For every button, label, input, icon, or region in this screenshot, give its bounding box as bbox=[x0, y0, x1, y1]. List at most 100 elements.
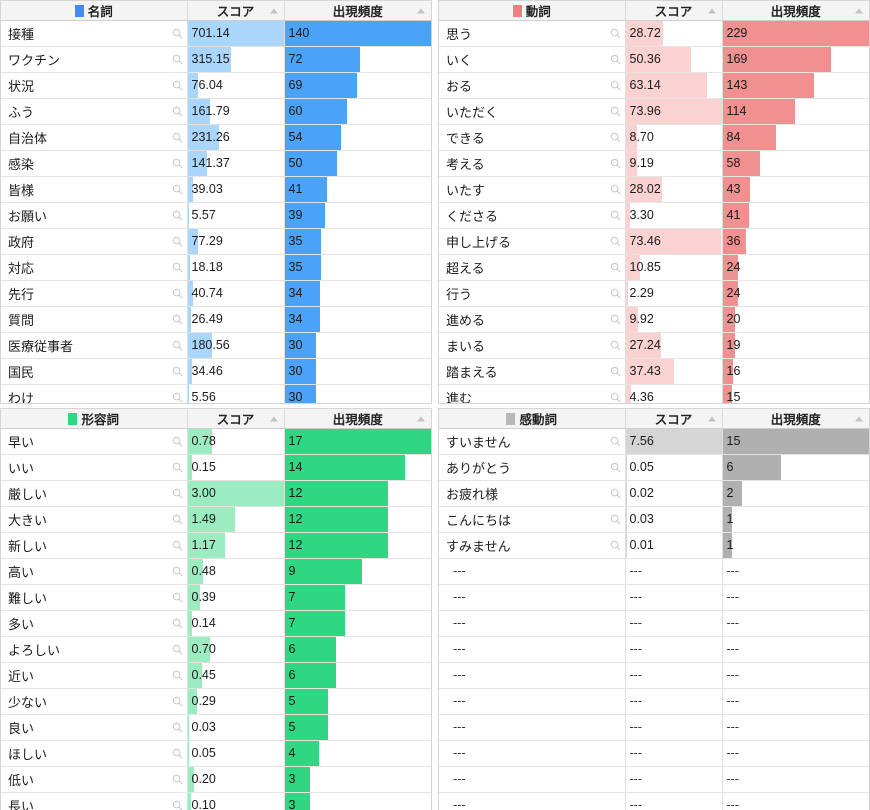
search-icon[interactable] bbox=[169, 307, 187, 332]
table-row[interactable]: お願い 5.57 39 bbox=[1, 202, 431, 229]
search-icon[interactable] bbox=[169, 507, 187, 532]
search-icon[interactable] bbox=[169, 385, 187, 403]
table-row[interactable]: できる 8.70 84 bbox=[439, 124, 869, 151]
table-row[interactable]: --- --- --- bbox=[439, 688, 869, 715]
table-row[interactable]: いく 50.36 169 bbox=[439, 46, 869, 73]
table-row[interactable]: 厳しい 3.00 12 bbox=[1, 480, 431, 507]
search-icon[interactable] bbox=[169, 333, 187, 358]
table-row[interactable]: 対応 18.18 35 bbox=[1, 254, 431, 281]
table-row[interactable]: 医療従事者 180.56 30 bbox=[1, 332, 431, 359]
search-icon[interactable] bbox=[169, 767, 187, 792]
column-header-adjective[interactable]: 形容詞 bbox=[1, 409, 188, 429]
search-icon[interactable] bbox=[169, 481, 187, 506]
table-row[interactable]: 進む 4.36 15 bbox=[439, 384, 869, 403]
table-row[interactable]: 政府 77.29 35 bbox=[1, 228, 431, 255]
search-icon[interactable] bbox=[607, 359, 625, 384]
table-row[interactable]: 新しい 1.17 12 bbox=[1, 532, 431, 559]
table-row[interactable]: 超える 10.85 24 bbox=[439, 254, 869, 281]
search-icon[interactable] bbox=[607, 177, 625, 202]
table-row[interactable]: 早い 0.78 17 bbox=[1, 428, 431, 455]
table-row[interactable]: --- --- --- bbox=[439, 792, 869, 810]
table-row[interactable]: 踏まえる 37.43 16 bbox=[439, 358, 869, 385]
search-icon[interactable] bbox=[607, 229, 625, 254]
column-header-frequency[interactable]: 出現頻度 bbox=[284, 409, 431, 429]
table-row[interactable]: すいません 7.56 15 bbox=[439, 428, 869, 455]
table-row[interactable]: まいる 27.24 19 bbox=[439, 332, 869, 359]
search-icon[interactable] bbox=[169, 793, 187, 810]
table-row[interactable]: 考える 9.19 58 bbox=[439, 150, 869, 177]
table-row[interactable]: ワクチン 315.15 72 bbox=[1, 46, 431, 73]
search-icon[interactable] bbox=[607, 481, 625, 506]
search-icon[interactable] bbox=[169, 21, 187, 46]
table-row[interactable]: いたす 28.02 43 bbox=[439, 176, 869, 203]
table-row[interactable]: 低い 0.20 3 bbox=[1, 766, 431, 793]
column-header-score[interactable]: スコア bbox=[625, 409, 723, 429]
table-row[interactable]: よろしい 0.70 6 bbox=[1, 636, 431, 663]
table-row[interactable]: いい 0.15 14 bbox=[1, 454, 431, 481]
table-row[interactable]: --- --- --- bbox=[439, 558, 869, 585]
table-row[interactable]: すみません 0.01 1 bbox=[439, 532, 869, 559]
table-row[interactable]: --- --- --- bbox=[439, 584, 869, 611]
search-icon[interactable] bbox=[169, 689, 187, 714]
table-row[interactable]: 近い 0.45 6 bbox=[1, 662, 431, 689]
table-row[interactable]: 状況 76.04 69 bbox=[1, 72, 431, 99]
sort-ascending-icon[interactable] bbox=[269, 416, 278, 421]
table-row[interactable]: --- --- --- bbox=[439, 766, 869, 793]
search-icon[interactable] bbox=[607, 21, 625, 46]
search-icon[interactable] bbox=[169, 715, 187, 740]
column-header-interjection[interactable]: 感動詞 bbox=[439, 409, 626, 429]
sort-ascending-icon[interactable] bbox=[707, 416, 716, 421]
search-icon[interactable] bbox=[169, 637, 187, 662]
table-row[interactable]: 感染 141.37 50 bbox=[1, 150, 431, 177]
search-icon[interactable] bbox=[607, 385, 625, 403]
search-icon[interactable] bbox=[607, 455, 625, 480]
search-icon[interactable] bbox=[169, 429, 187, 454]
table-row[interactable]: くださる 3.30 41 bbox=[439, 202, 869, 229]
column-header-verb[interactable]: 動詞 bbox=[439, 1, 626, 21]
search-icon[interactable] bbox=[169, 741, 187, 766]
table-row[interactable]: 皆様 39.03 41 bbox=[1, 176, 431, 203]
search-icon[interactable] bbox=[169, 281, 187, 306]
column-header-noun[interactable]: 名詞 bbox=[1, 1, 188, 21]
search-icon[interactable] bbox=[169, 177, 187, 202]
column-header-frequency[interactable]: 出現頻度 bbox=[722, 409, 869, 429]
table-row[interactable]: 進める 9.92 20 bbox=[439, 306, 869, 333]
column-header-frequency[interactable]: 出現頻度 bbox=[722, 1, 869, 21]
column-header-frequency[interactable]: 出現頻度 bbox=[284, 1, 431, 21]
search-icon[interactable] bbox=[607, 533, 625, 558]
search-icon[interactable] bbox=[169, 73, 187, 98]
search-icon[interactable] bbox=[169, 151, 187, 176]
search-icon[interactable] bbox=[169, 663, 187, 688]
table-row[interactable]: 良い 0.03 5 bbox=[1, 714, 431, 741]
search-icon[interactable] bbox=[169, 229, 187, 254]
table-row[interactable]: --- --- --- bbox=[439, 636, 869, 663]
search-icon[interactable] bbox=[607, 333, 625, 358]
column-header-score[interactable]: スコア bbox=[187, 409, 285, 429]
table-row[interactable]: --- --- --- bbox=[439, 740, 869, 767]
sort-ascending-icon[interactable] bbox=[417, 416, 425, 421]
search-icon[interactable] bbox=[607, 307, 625, 332]
table-row[interactable]: 高い 0.48 9 bbox=[1, 558, 431, 585]
table-row[interactable]: わけ 5.56 30 bbox=[1, 384, 431, 403]
column-header-score[interactable]: スコア bbox=[625, 1, 723, 21]
search-icon[interactable] bbox=[607, 281, 625, 306]
table-row[interactable]: いただく 73.96 114 bbox=[439, 98, 869, 125]
table-row[interactable]: ほしい 0.05 4 bbox=[1, 740, 431, 767]
table-row[interactable]: おる 63.14 143 bbox=[439, 72, 869, 99]
table-row[interactable]: 少ない 0.29 5 bbox=[1, 688, 431, 715]
search-icon[interactable] bbox=[169, 611, 187, 636]
search-icon[interactable] bbox=[607, 203, 625, 228]
search-icon[interactable] bbox=[607, 99, 625, 124]
sort-ascending-icon[interactable] bbox=[707, 8, 716, 13]
table-row[interactable]: 思う 28.72 229 bbox=[439, 20, 869, 47]
search-icon[interactable] bbox=[169, 99, 187, 124]
sort-ascending-icon[interactable] bbox=[855, 416, 863, 421]
table-row[interactable]: 行う 2.29 24 bbox=[439, 280, 869, 307]
search-icon[interactable] bbox=[607, 255, 625, 280]
search-icon[interactable] bbox=[607, 151, 625, 176]
sort-ascending-icon[interactable] bbox=[417, 8, 425, 13]
table-row[interactable]: 長い 0.10 3 bbox=[1, 792, 431, 810]
search-icon[interactable] bbox=[607, 429, 625, 454]
table-row[interactable]: 自治体 231.26 54 bbox=[1, 124, 431, 151]
search-icon[interactable] bbox=[169, 359, 187, 384]
